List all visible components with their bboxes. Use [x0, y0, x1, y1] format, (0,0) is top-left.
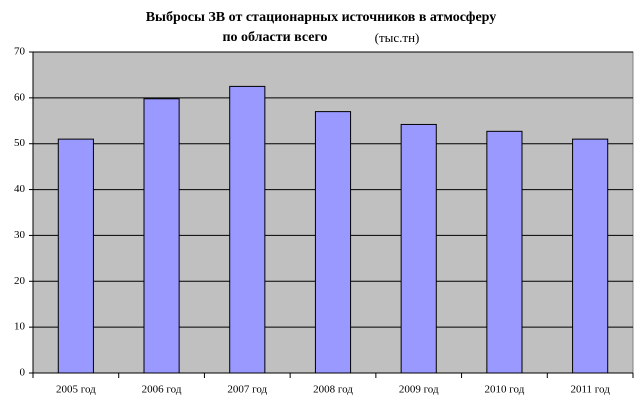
y-tick-label: 70: [14, 46, 26, 58]
unit-label: (тыс.тн): [375, 30, 420, 45]
y-tick-label: 60: [14, 91, 26, 103]
bar: [57, 138, 94, 374]
y-tick-label: 40: [14, 183, 26, 195]
x-tick-label: 2008 год: [313, 384, 353, 396]
y-tick-label: 50: [14, 137, 26, 149]
x-tick-label: 2007 год: [227, 384, 267, 396]
bar: [400, 123, 437, 374]
bar: [143, 98, 180, 374]
x-tick-label: 2005 год: [56, 384, 96, 396]
x-tick-label: 2011 год: [570, 384, 610, 396]
bar: [486, 130, 523, 374]
chart-title: Выбросы ЗВ от стационарных источников в …: [146, 10, 497, 25]
x-tick-label: 2009 год: [399, 384, 439, 396]
y-tick-label: 0: [20, 367, 26, 379]
y-tick-label: 10: [14, 321, 26, 333]
x-tick-label: 2006 год: [142, 384, 182, 396]
bar: [572, 138, 609, 374]
chart-subtitle: по области всего: [222, 30, 327, 45]
bar: [314, 111, 352, 374]
x-tick-label: 2010 год: [485, 384, 525, 396]
bar: [229, 85, 266, 374]
y-tick-label: 20: [14, 275, 26, 287]
y-tick-label: 30: [14, 229, 26, 241]
